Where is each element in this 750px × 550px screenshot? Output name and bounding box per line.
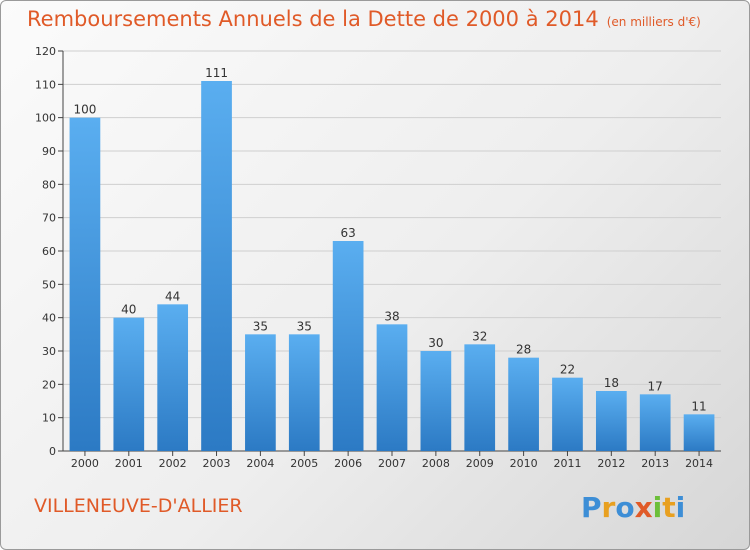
value-label-2007: 38 [384,309,399,323]
bar-2004 [245,334,276,451]
bar-2005 [288,334,320,451]
bar-2003 [201,81,232,451]
title-text: Remboursements Annuels de la Dette de 20… [27,7,599,31]
x-tick-label-2010: 2010 [510,457,538,470]
labels: 2000 100 2001 40 2002 44 2003 111 2004 35 2005 35 20… [71,66,713,470]
x-tick-label-2007: 2007 [378,457,406,470]
x-tick-label-2014: 2014 [685,457,713,470]
y-tick-label: 70 [42,212,56,225]
bar-2007 [376,324,408,451]
bar-2012 [595,391,627,451]
value-label-2012: 18 [604,376,619,390]
x-tick-label-2001: 2001 [115,457,143,470]
bar-2006 [332,241,364,451]
title-unit: (en milliers d'€) [606,15,701,29]
x-tick-label-2011: 2011 [553,457,581,470]
bar-2011 [552,377,583,451]
bars [69,81,715,452]
value-label-2000: 100 [73,103,96,117]
x-tick-label-2005: 2005 [290,457,318,470]
x-tick-label-2002: 2002 [159,457,187,470]
value-label-2003: 111 [205,66,228,80]
x-tick-label-2012: 2012 [597,457,625,470]
x-tick-label-2003: 2003 [203,457,231,470]
x-tick-label-2004: 2004 [246,457,274,470]
y-tick-label: 90 [42,145,56,158]
y-tick-label: 50 [42,278,56,291]
commune-name: VILLENEUVE-D'ALLIER [34,495,243,517]
bar-2000 [69,117,101,452]
y-tick-label: 100 [35,112,56,125]
y-tick-label: 110 [35,78,56,91]
value-label-2008: 30 [428,336,443,350]
x-tick-label-2006: 2006 [334,457,362,470]
bar-2009 [464,344,496,451]
value-label-2002: 44 [165,289,180,303]
value-label-2004: 35 [253,319,268,333]
svg-text:Proxiti: Proxiti [581,491,685,524]
chart-title: Remboursements Annuels de la Dette de 20… [27,7,701,31]
x-tick-label-2000: 2000 [71,457,99,470]
value-label-2001: 40 [121,303,136,317]
value-label-2006: 63 [340,226,355,240]
proxiti-logo: Proxiti [581,491,685,524]
value-label-2010: 28 [516,343,531,357]
y-tick-label: 80 [42,178,56,191]
value-label-2005: 35 [297,319,312,333]
axes: 0 10 20 30 40 50 60 70 80 90 100 110 120 [35,45,721,458]
bar-2013 [639,394,671,451]
bar-2002 [157,304,189,451]
y-tick-label: 60 [42,245,56,258]
y-tick-label: 120 [35,45,56,58]
value-label-2014: 11 [691,399,706,413]
bar-2014 [683,414,715,451]
x-tick-label-2013: 2013 [641,457,669,470]
bar-2008 [420,351,452,451]
x-tick-label-2008: 2008 [422,457,450,470]
y-tick-label: 40 [42,312,56,325]
y-tick-label: 30 [42,345,56,358]
y-tick-label: 20 [42,378,56,391]
y-tick-label: 0 [49,445,56,458]
bar-2010 [508,357,539,451]
x-tick-label-2009: 2009 [466,457,494,470]
y-tick-label: 10 [42,412,56,425]
bar-2001 [113,317,145,451]
value-label-2013: 17 [648,379,663,393]
value-label-2011: 22 [560,363,575,377]
value-label-2009: 32 [472,329,487,343]
